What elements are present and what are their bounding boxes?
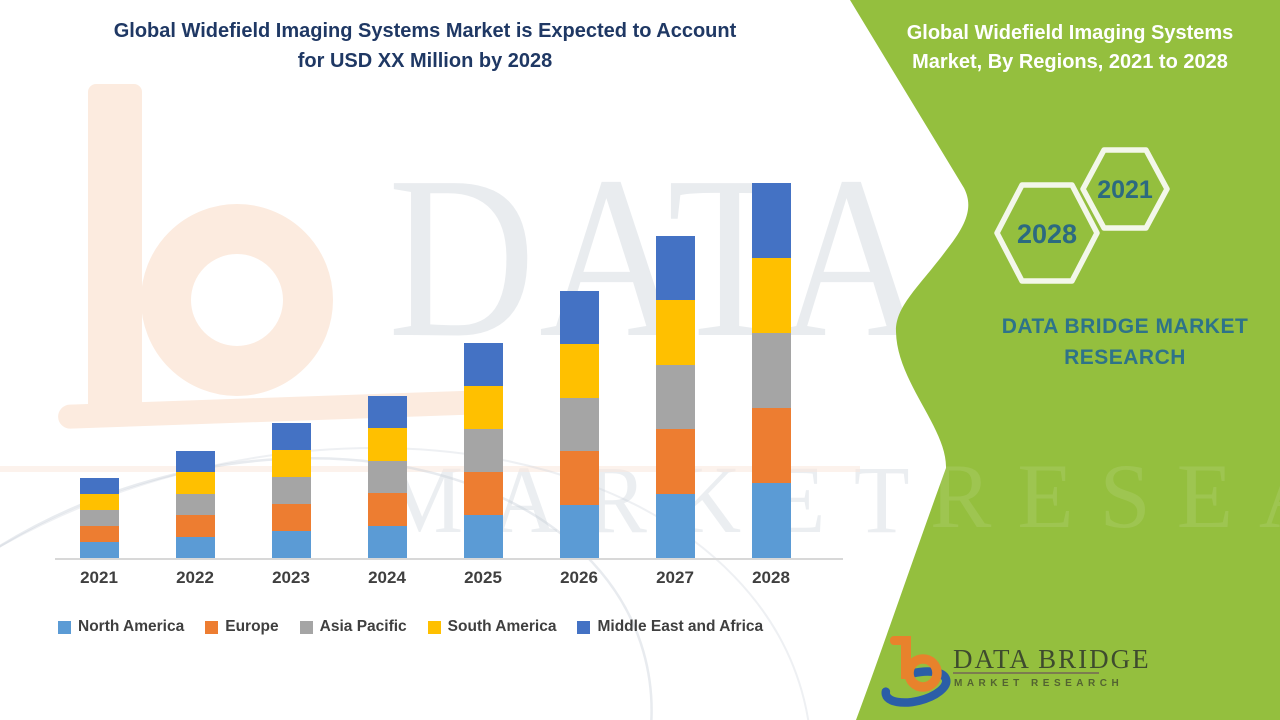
bar-segment-2021-north-america bbox=[79, 542, 119, 558]
bar-segment-2026-middle-east-and-africa bbox=[559, 291, 599, 345]
legend-swatch-icon bbox=[299, 620, 313, 634]
legend-item-north-america: North America bbox=[58, 618, 184, 636]
footer-brand-subtext: MARKET RESEARCH bbox=[954, 678, 1124, 689]
x-axis-label-2021: 2021 bbox=[80, 568, 118, 587]
legend-item-europe: Europe bbox=[205, 618, 279, 636]
bar-segment-2021-middle-east-and-africa bbox=[79, 478, 119, 494]
footer-brand-text: DATA BRIDGE bbox=[953, 644, 1151, 674]
bar-segment-2027-south-america bbox=[655, 300, 695, 365]
stacked-bar-chart: 2021 2022 2023 2024 2025 2026 2027 2028 bbox=[55, 183, 843, 587]
bar-segment-2028-asia-pacific bbox=[751, 333, 791, 408]
footer-brand-underline bbox=[953, 672, 1099, 674]
bar-segment-2028-north-america bbox=[751, 483, 791, 558]
bar-segment-2023-asia-pacific bbox=[271, 477, 311, 504]
legend-item-asia-pacific: Asia Pacific bbox=[299, 618, 407, 636]
bar-segment-2024-asia-pacific bbox=[367, 460, 407, 494]
bar-segment-2027-middle-east-and-africa bbox=[655, 236, 695, 301]
legend-item-middle-east-and-africa: Middle East and Africa bbox=[577, 618, 763, 636]
watermark-pink-line bbox=[0, 466, 860, 472]
bar-segment-2026-north-america bbox=[559, 504, 599, 558]
bar-segment-2023-south-america bbox=[271, 450, 311, 477]
hexagon-badges: 2021 2028 bbox=[994, 147, 1170, 284]
x-axis-label-2028: 2028 bbox=[752, 568, 790, 587]
bar-segment-2028-middle-east-and-africa bbox=[751, 183, 791, 258]
bar-segment-2022-middle-east-and-africa bbox=[175, 451, 215, 473]
chart-title-line2: for USD XX Million by 2028 bbox=[297, 50, 553, 72]
bar-segment-2024-europe bbox=[367, 493, 407, 526]
bar-segment-2024-south-america bbox=[367, 428, 407, 461]
hexagon-year-2021: 2021 bbox=[1097, 176, 1153, 204]
bar-segment-2027-asia-pacific bbox=[655, 364, 695, 430]
legend-swatch-icon bbox=[577, 620, 591, 634]
x-axis-label-2023: 2023 bbox=[272, 568, 310, 587]
legend-label: North America bbox=[78, 618, 185, 635]
bar-segment-2028-south-america bbox=[751, 258, 791, 333]
bar-segment-2026-europe bbox=[559, 451, 599, 505]
bar-segment-2024-middle-east-and-africa bbox=[367, 396, 407, 429]
dbmr-logo-icon bbox=[881, 636, 951, 707]
hexagon-2021 bbox=[1080, 147, 1170, 231]
bar-segment-2022-north-america bbox=[175, 536, 215, 558]
legend: North America Europe Asia Pacific South Ame… bbox=[58, 618, 763, 636]
legend-item-south-america: South America bbox=[427, 618, 557, 636]
bar-segment-2022-europe bbox=[175, 515, 215, 537]
bar-segment-2027-europe bbox=[655, 429, 695, 494]
watermark-b-logo bbox=[58, 84, 478, 429]
bar-segment-2022-asia-pacific bbox=[175, 493, 215, 516]
legend-label: South America bbox=[447, 618, 557, 635]
bar-segment-2022-south-america bbox=[175, 472, 215, 494]
legend-label: Middle East and Africa bbox=[597, 618, 764, 635]
bar-segment-2021-south-america bbox=[79, 494, 119, 510]
bar-segment-2023-middle-east-and-africa bbox=[271, 423, 311, 450]
bar-segment-2023-europe bbox=[271, 504, 311, 531]
brand-caption: DATA BRIDGE MARKET RESEARCH bbox=[1001, 315, 1249, 369]
bar-segment-2027-north-america bbox=[655, 493, 695, 558]
bar-segment-2025-south-america bbox=[463, 386, 503, 429]
legend-swatch-icon bbox=[427, 620, 441, 634]
bar-segment-2026-asia-pacific bbox=[559, 397, 599, 452]
bar-segment-2025-europe bbox=[463, 472, 503, 515]
chart-title-line1: Global Widefield Imaging Systems Market … bbox=[113, 20, 737, 42]
x-axis-label-2026: 2026 bbox=[560, 568, 598, 587]
legend-swatch-icon bbox=[58, 620, 71, 634]
x-axis-label-2025: 2025 bbox=[464, 568, 502, 587]
legend-label: Asia Pacific bbox=[319, 618, 407, 635]
legend-label: Europe bbox=[225, 618, 279, 635]
hexagon-year-2028: 2028 bbox=[1017, 219, 1077, 249]
bar-segment-2023-north-america bbox=[271, 531, 311, 558]
hexagon-2028 bbox=[994, 182, 1100, 284]
bar-segment-2025-north-america bbox=[463, 515, 503, 558]
x-axis-label-2024: 2024 bbox=[368, 568, 406, 587]
x-axis-label-2027: 2027 bbox=[656, 568, 694, 587]
x-axis-label-2022: 2022 bbox=[176, 568, 214, 587]
bar-segment-2025-asia-pacific bbox=[463, 429, 503, 472]
legend-swatch-icon bbox=[205, 620, 219, 634]
bar-segment-2021-asia-pacific bbox=[79, 510, 119, 526]
x-axis-line bbox=[55, 558, 843, 560]
bar-segment-2021-europe bbox=[79, 526, 119, 542]
chart-title: Global Widefield Imaging Systems Market … bbox=[30, 16, 820, 76]
bar-segment-2025-middle-east-and-africa bbox=[463, 343, 503, 386]
bar-segment-2024-north-america bbox=[367, 525, 407, 558]
bar-segment-2028-europe bbox=[751, 408, 791, 483]
side-panel-title: Global Widefield Imaging Systems Market,… bbox=[906, 22, 1234, 73]
watermark-text-on-green: RESEARCH bbox=[930, 445, 1280, 547]
bar-segment-2026-south-america bbox=[559, 344, 599, 398]
